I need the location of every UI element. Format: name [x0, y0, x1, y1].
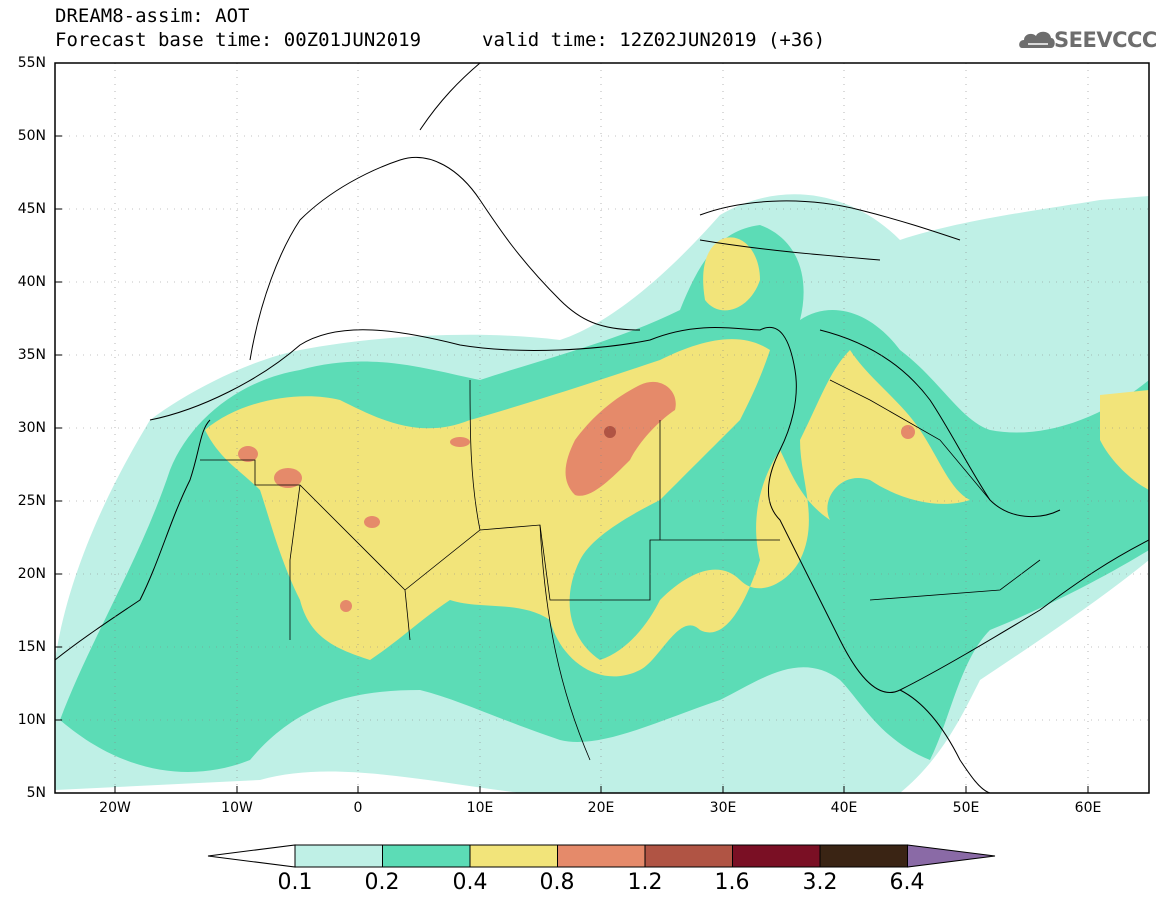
- colorbar-label: 0.2: [364, 870, 400, 895]
- gridlines: [55, 63, 1149, 793]
- cloud-icon: [1019, 31, 1055, 48]
- colorbar-box-4: [557, 844, 646, 868]
- colorbar-box-6: [732, 844, 821, 868]
- colorbar-label: 6.4: [889, 870, 925, 895]
- lon-label: 40E: [830, 800, 858, 816]
- lon-label: 20W: [99, 800, 131, 816]
- lon-label: 0: [353, 800, 363, 816]
- lat-label: 30N: [17, 420, 46, 436]
- lon-label: 30E: [709, 800, 737, 816]
- logo-text: SEEVCCC: [1054, 28, 1157, 52]
- colorbar-box-3: [469, 844, 558, 868]
- aot-band-salmon: [565, 381, 676, 496]
- lat-label: 20N: [17, 566, 46, 582]
- lat-label: 35N: [17, 347, 46, 363]
- aot-field: [55, 194, 1149, 793]
- colorbar-box-7: [819, 844, 908, 868]
- lat-label: 5N: [26, 785, 46, 801]
- lon-label: 50E: [952, 800, 980, 816]
- lon-label: 10W: [221, 800, 253, 816]
- colorbar-box-2: [382, 844, 471, 868]
- axis-ticks: [55, 135, 1089, 793]
- lat-label: 50N: [17, 128, 46, 144]
- lat-label: 40N: [17, 274, 46, 290]
- valid-time: valid time: 12Z02JUN2019 (+36): [482, 29, 826, 51]
- colorbar: [207, 844, 996, 868]
- colorbar-under-arrow: [207, 844, 296, 868]
- aot-band-yellow: [205, 339, 970, 677]
- colorbar-box-1: [294, 844, 383, 868]
- lat-label: 15N: [17, 639, 46, 655]
- aot-band-brown: [604, 426, 616, 438]
- title-line-1: DREAM8-assim: AOT: [55, 5, 250, 27]
- lon-label: 10E: [466, 800, 494, 816]
- lat-label: 45N: [17, 201, 46, 217]
- lat-label: 25N: [17, 493, 46, 509]
- colorbar-label: 0.8: [539, 870, 575, 895]
- coastlines: [55, 63, 1149, 793]
- colorbar-label: 3.2: [802, 870, 838, 895]
- colorbar-label: 1.2: [627, 870, 663, 895]
- colorbar-label: 1.6: [714, 870, 750, 895]
- borders: [200, 379, 1041, 761]
- forecast-base-time: Forecast base time: 00Z01JUN2019: [55, 29, 422, 51]
- lat-label: 10N: [17, 712, 46, 728]
- colorbar-over-arrow: [907, 844, 996, 868]
- colorbar-label: 0.4: [452, 870, 488, 895]
- lon-label: 60E: [1074, 800, 1102, 816]
- colorbar-label: 0.1: [277, 870, 313, 895]
- lon-label: 20E: [587, 800, 615, 816]
- colorbar-box-5: [644, 844, 733, 868]
- lat-label: 55N: [17, 55, 46, 71]
